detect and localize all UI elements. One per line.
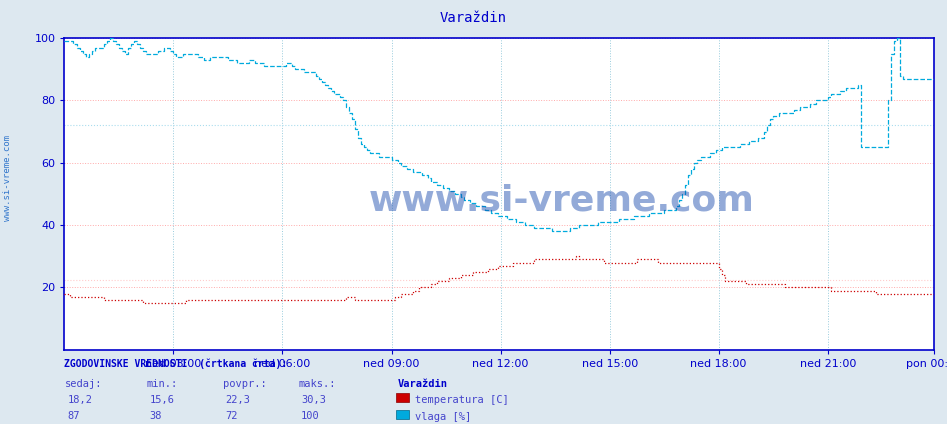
Text: www.si-vreme.com: www.si-vreme.com <box>368 183 755 217</box>
Text: 18,2: 18,2 <box>67 395 92 405</box>
Text: Varaždin: Varaždin <box>440 11 507 25</box>
Text: Varaždin: Varaždin <box>398 379 448 390</box>
Text: vlaga [%]: vlaga [%] <box>415 412 471 422</box>
Text: 30,3: 30,3 <box>301 395 326 405</box>
Text: min.:: min.: <box>147 379 178 390</box>
Text: 72: 72 <box>225 411 238 421</box>
Text: sedaj:: sedaj: <box>64 379 102 390</box>
Text: www.si-vreme.com: www.si-vreme.com <box>3 135 12 221</box>
Text: maks.:: maks.: <box>298 379 336 390</box>
Text: 15,6: 15,6 <box>150 395 174 405</box>
Text: 100: 100 <box>301 411 320 421</box>
Text: 38: 38 <box>150 411 162 421</box>
Text: 87: 87 <box>67 411 80 421</box>
Text: 22,3: 22,3 <box>225 395 250 405</box>
Text: povpr.:: povpr.: <box>223 379 266 390</box>
Text: ZGODOVINSKE VREDNOSTI  (črtkana črta):: ZGODOVINSKE VREDNOSTI (črtkana črta): <box>64 358 288 369</box>
Text: temperatura [C]: temperatura [C] <box>415 395 509 405</box>
